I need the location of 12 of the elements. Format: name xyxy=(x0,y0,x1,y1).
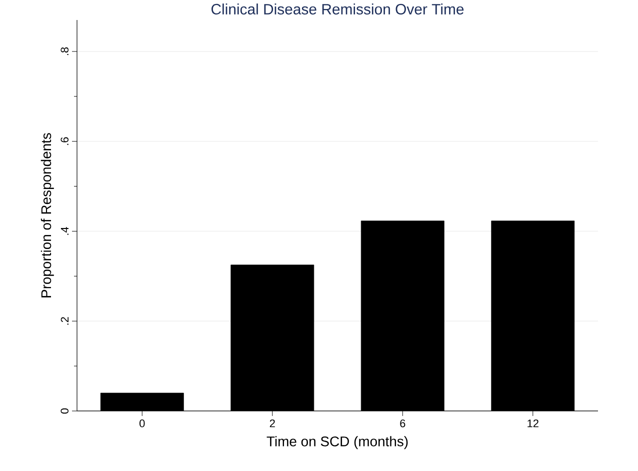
x-axis-title: Time on SCD (months) xyxy=(266,436,408,450)
x-tick-label: 0 xyxy=(140,420,145,428)
chart-title: Clinical Disease Remission Over Time xyxy=(211,4,464,14)
y-tick-label: .2 xyxy=(60,317,68,325)
x-tick-label: 12 xyxy=(528,420,538,428)
y-axis-title: Proportion of Respondents xyxy=(40,133,54,298)
x-tick-label: 6 xyxy=(400,420,406,428)
y-tick-label: 0 xyxy=(60,408,68,414)
y-tick-label: .6 xyxy=(60,137,68,145)
y-tick-label: .8 xyxy=(60,47,68,56)
x-tick-label: 2 xyxy=(270,420,275,428)
y-tick-label: .4 xyxy=(60,226,68,235)
